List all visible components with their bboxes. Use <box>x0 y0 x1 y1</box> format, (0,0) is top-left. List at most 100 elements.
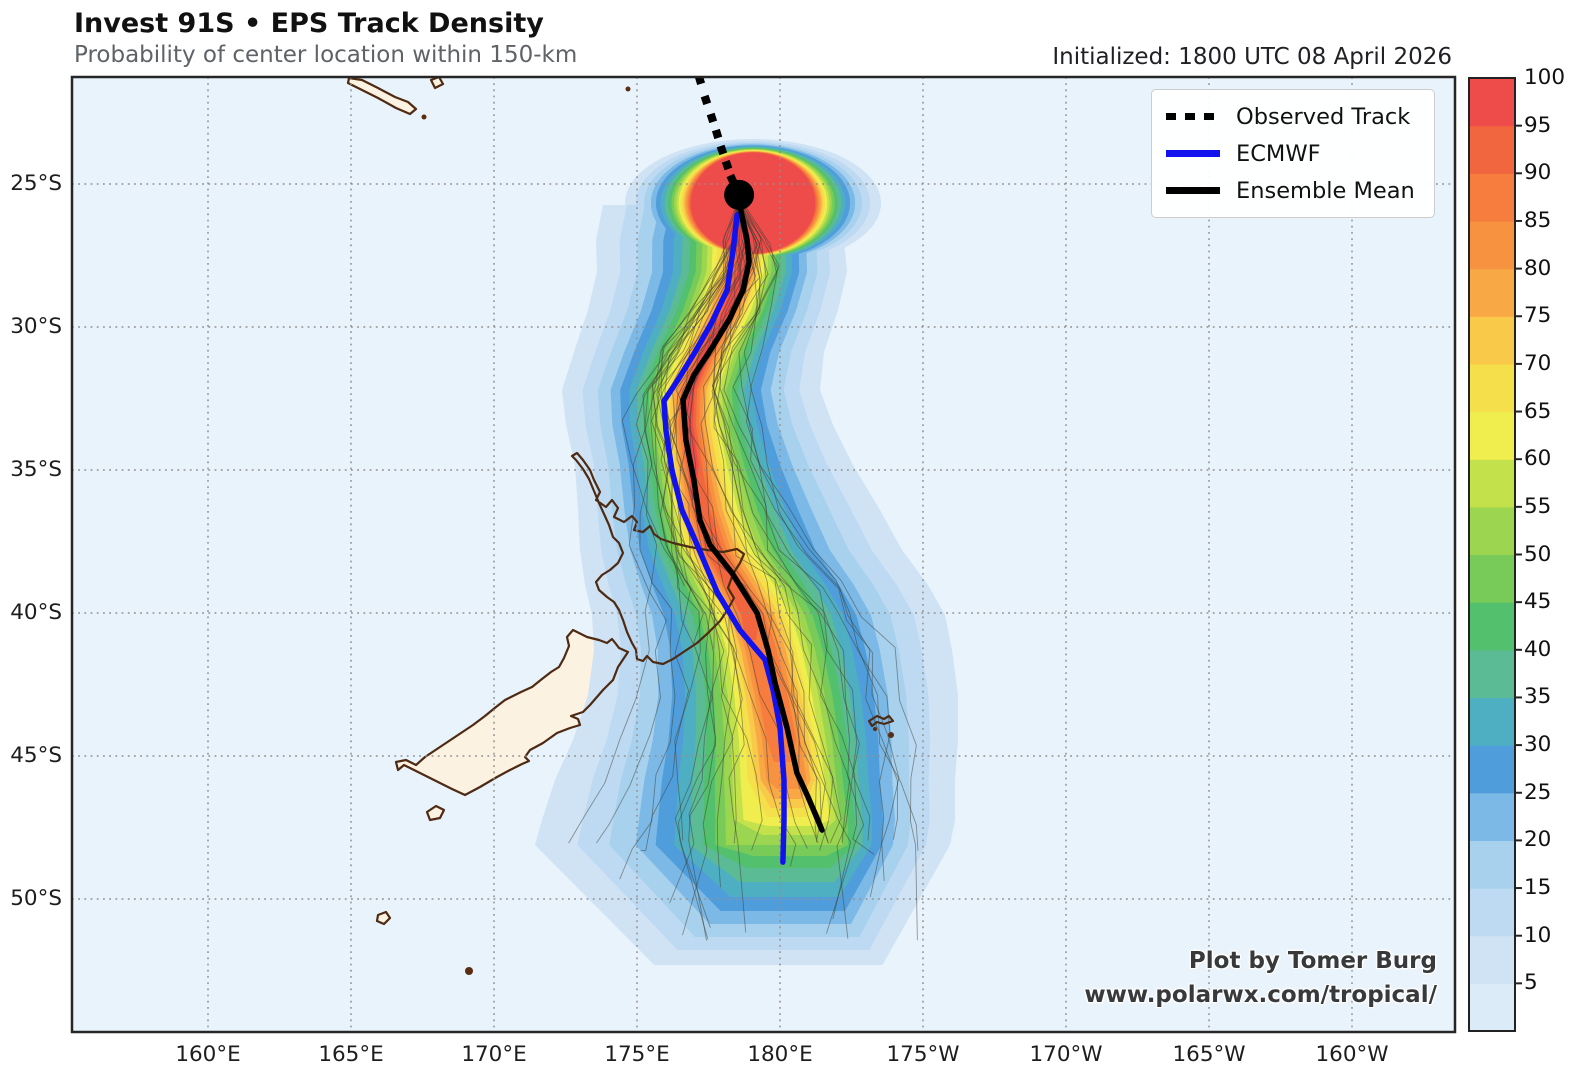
colorbar-tick-label: 85 <box>1524 207 1552 233</box>
ensemble-member-track <box>712 198 829 842</box>
observed-track-dot <box>711 128 723 140</box>
ensemble-member-track <box>568 202 739 844</box>
ensemble-member-track <box>741 204 919 851</box>
ensemble-member-track <box>596 204 741 844</box>
colorbar-tick-label: 65 <box>1524 398 1552 424</box>
land-new_caledonia <box>348 78 416 114</box>
coastline-chatham_islands <box>867 714 895 728</box>
density-band-95 <box>683 152 816 500</box>
chart-title: Invest 91S • EPS Track Density <box>74 8 544 39</box>
colorbar-segment <box>1469 220 1515 270</box>
islet-dot <box>873 727 877 731</box>
colorbar-segment <box>1469 840 1515 889</box>
ensemble-member-track <box>669 203 742 645</box>
colorbar-tick-label: 100 <box>1524 65 1566 90</box>
colorbar-tick-label: 50 <box>1524 541 1552 567</box>
colorbar-segment <box>1469 411 1515 460</box>
colorbar-tick-label: 95 <box>1524 112 1552 138</box>
ensemble-member-track <box>732 204 898 840</box>
x-tick-label: 170°E <box>461 1042 527 1067</box>
y-tick-label: 25°S <box>10 171 62 196</box>
colorbar-segment <box>1469 602 1515 651</box>
ensemble-member-track <box>619 203 743 880</box>
legend-item: ECMWF <box>1152 135 1434 172</box>
attribution: Plot by Tomer Burg www.polarwx.com/tropi… <box>1084 944 1437 1012</box>
observed-track-dot <box>716 144 728 156</box>
colorbar-tick-label: 55 <box>1524 493 1552 519</box>
y-tick-label: 35°S <box>10 457 62 482</box>
coastline-south_island <box>394 628 630 797</box>
colorbar-tick-label: 70 <box>1524 350 1552 376</box>
land-south_island <box>396 630 628 795</box>
init-time-label: Initialized: 1800 UTC 08 April 2026 <box>1052 44 1452 70</box>
colorbar-segment <box>1469 935 1515 984</box>
chart-subtitle: Probability of center location within 15… <box>74 42 578 68</box>
legend-item-label: ECMWF <box>1236 140 1321 167</box>
ensemble-members <box>568 198 919 941</box>
observed-track <box>694 77 738 185</box>
current-position-marker <box>724 179 755 210</box>
colorbar-tick-label: 40 <box>1524 636 1552 662</box>
line-swatch <box>1166 187 1220 194</box>
colorbar-segment <box>1469 78 1515 127</box>
graticule <box>72 77 1455 1032</box>
ensemble-member-track <box>714 198 842 844</box>
coastline-north_island <box>570 451 746 666</box>
ensemble-member-track <box>713 205 829 844</box>
attribution-line1: Plot by Tomer Burg <box>1188 948 1437 974</box>
colorbar-segment <box>1469 459 1515 508</box>
observed-track-dot <box>706 112 718 124</box>
colorbar <box>1468 77 1522 1032</box>
ecmwf-track <box>661 212 787 865</box>
colorbar-tick-label: 60 <box>1524 446 1552 472</box>
x-tick-label: 175°W <box>886 1042 960 1067</box>
y-tick-label: 30°S <box>10 314 62 339</box>
colorbar-segment <box>1469 888 1515 937</box>
observed-track-dot <box>700 94 712 106</box>
ensemble-member-track <box>723 204 860 939</box>
ensemble-member-track <box>737 199 900 897</box>
colorbar-segment <box>1469 792 1515 841</box>
legend-item-label: Ensemble Mean <box>1236 177 1415 204</box>
attribution-line2: www.polarwx.com/tropical/ <box>1084 982 1437 1008</box>
map-layers <box>72 77 1455 1032</box>
observed-track-dot <box>721 159 733 171</box>
colorbar-tick-label: 30 <box>1524 732 1552 758</box>
legend-item: Observed Track <box>1152 98 1434 135</box>
ensemble-member-track <box>703 200 834 851</box>
colorbar-segment <box>1469 506 1515 556</box>
coastline-new_caledonia <box>346 77 418 116</box>
colorbar-tick-label: 25 <box>1524 779 1552 805</box>
colorbar-segment <box>1469 363 1515 413</box>
x-tick-label: 165°E <box>318 1042 384 1067</box>
colorbar-segment <box>1469 649 1515 699</box>
ensemble-member-track <box>660 203 738 940</box>
ensemble-member-track <box>621 204 738 852</box>
colorbar-tick-label: 90 <box>1524 160 1552 186</box>
dotted-line-swatch <box>1166 113 1220 120</box>
islet-dot <box>625 86 631 92</box>
legend: Observed Track ECMWF Ensemble Mean <box>1151 89 1435 218</box>
coastline-auckland_islands <box>375 910 392 926</box>
colorbar-segment <box>1469 173 1515 222</box>
ensemble-member-track <box>664 203 743 941</box>
ensemble-mean-track <box>680 192 825 833</box>
colorbar-tick-label: 75 <box>1524 303 1552 329</box>
y-tick-label: 45°S <box>10 743 62 768</box>
islet-dot <box>888 732 894 738</box>
ensemble-member-track <box>660 203 742 888</box>
x-tick-label: 170°W <box>1029 1042 1103 1067</box>
colorbar-segment <box>1469 554 1515 603</box>
colorbar-tick-label: 10 <box>1524 922 1552 948</box>
colorbar-segment <box>1469 697 1515 746</box>
colorbar-segment <box>1469 125 1515 174</box>
ensemble-member-track <box>652 202 747 933</box>
islet-dot <box>421 114 427 120</box>
colorbar-tick-label: 80 <box>1524 255 1552 281</box>
ensemble-member-track <box>712 201 891 881</box>
coastline-stewart_island <box>425 804 446 822</box>
ensemble-member-track <box>652 204 738 936</box>
y-tick-label: 50°S <box>10 886 62 911</box>
